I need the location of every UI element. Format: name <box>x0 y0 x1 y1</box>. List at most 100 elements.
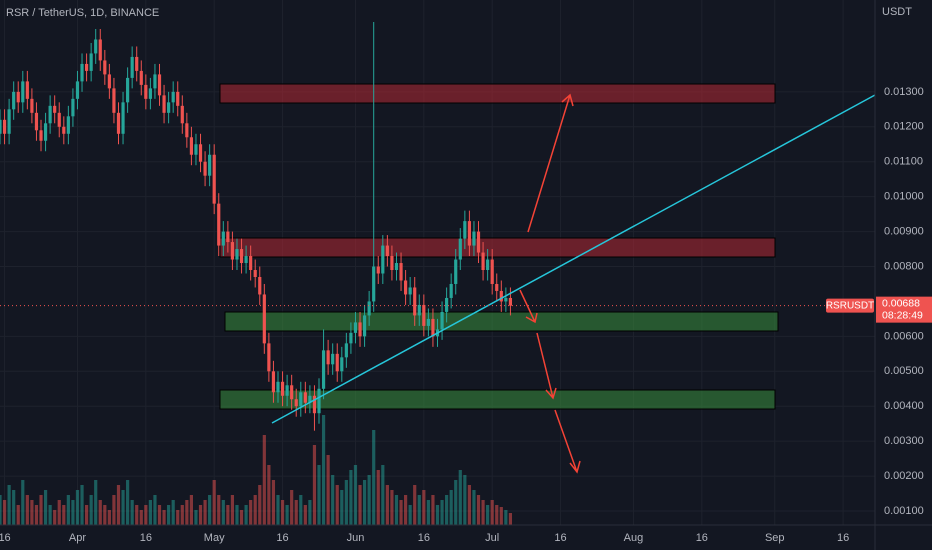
candle-body <box>80 63 84 82</box>
volume-bar <box>285 505 289 525</box>
volume-bar <box>331 475 335 525</box>
candle-body <box>71 98 75 117</box>
candle-body <box>135 56 139 71</box>
candle-body <box>490 259 494 284</box>
volume-bar <box>344 480 348 525</box>
volume-bar <box>171 500 175 525</box>
drawings <box>271 93 876 474</box>
volume-bar <box>508 513 513 525</box>
volume-bar <box>57 500 61 525</box>
x-tick-label: 16 <box>554 532 566 544</box>
volume-bar <box>48 505 52 525</box>
volume-bar <box>340 490 344 525</box>
countdown-label: 08:28:49 <box>882 309 923 321</box>
candle-body <box>7 109 11 134</box>
support-zone <box>224 311 779 332</box>
y-tick-label: 0.00200 <box>884 470 924 482</box>
candle-body <box>426 318 430 326</box>
volume-bar <box>258 485 262 525</box>
volume-bar <box>449 490 453 525</box>
candle-body <box>43 123 48 141</box>
candle-body <box>445 297 449 312</box>
candle-body <box>331 353 335 365</box>
volume-bar <box>139 510 143 525</box>
volume-bar <box>362 480 367 525</box>
candle-body <box>12 91 16 110</box>
volume-bar <box>16 505 20 525</box>
volume-bar <box>7 485 11 525</box>
volume-bar <box>413 485 417 525</box>
x-tick-label: 16 <box>140 532 152 544</box>
volume-bar <box>458 470 462 525</box>
y-tick-label: 0.00500 <box>884 365 924 377</box>
x-tick-label: Jul <box>485 532 499 544</box>
y-tick-label: 0.00600 <box>884 330 924 342</box>
candle-body <box>481 252 485 271</box>
candle-body <box>294 399 298 407</box>
volume-bar <box>203 500 207 525</box>
candle-body <box>116 112 121 134</box>
candle-body <box>53 105 57 113</box>
candle-body <box>486 259 490 271</box>
volume-bar <box>198 505 203 525</box>
candle-body <box>217 203 221 246</box>
volume-bar <box>404 495 408 525</box>
candle-body <box>508 297 513 306</box>
x-tick-label: Apr <box>69 532 86 544</box>
y-tick-label: 0.00900 <box>884 225 924 237</box>
volume-bar <box>294 500 298 525</box>
candle-body <box>98 39 102 61</box>
candle-body <box>103 60 107 75</box>
chart-title: RSR / TetherUS, 1D, BINANCE <box>6 7 159 19</box>
y-tick-label: 0.00400 <box>884 400 924 412</box>
candle-body <box>107 74 111 89</box>
volume-bar <box>372 430 376 525</box>
volume-bar <box>30 500 34 525</box>
candle-body <box>262 294 266 344</box>
volume-bar <box>417 495 421 525</box>
x-tick-label: Sep <box>765 532 785 544</box>
candle-body <box>21 81 25 103</box>
x-tick-label: 16 <box>0 532 11 544</box>
candle-body <box>212 154 216 204</box>
candle-body <box>2 119 7 134</box>
volume-bar <box>271 480 276 525</box>
candle-body <box>454 259 458 284</box>
volume-bar <box>230 495 235 525</box>
volume-bar <box>221 500 225 525</box>
candle-body <box>62 126 66 134</box>
candle-body <box>75 81 80 99</box>
volume-bar <box>353 465 358 525</box>
y-tick-label: 0.01000 <box>884 191 924 203</box>
volume-bar <box>21 480 25 525</box>
volume-bar <box>335 485 339 525</box>
candle-body <box>472 231 476 246</box>
price-tag <box>876 296 932 323</box>
x-tick-label: 16 <box>418 532 430 544</box>
candle-body <box>476 231 481 253</box>
candle-body <box>84 63 89 71</box>
candle-body <box>16 91 20 103</box>
volume-bar <box>75 490 80 525</box>
volume-bar <box>422 490 426 525</box>
candle-body <box>385 245 389 257</box>
volume-bar <box>454 480 458 525</box>
candle-body <box>344 343 348 358</box>
candle-body <box>467 221 471 246</box>
candle-body <box>139 70 143 85</box>
x-tick-label: 16 <box>837 532 849 544</box>
volume-bar <box>148 500 152 525</box>
volume-bar <box>157 505 162 525</box>
volume-bar <box>98 500 102 525</box>
volume-bar <box>303 505 307 525</box>
candle-body <box>66 116 70 134</box>
volume-bar <box>89 495 93 525</box>
candle-body <box>244 256 248 264</box>
volume-bar <box>312 445 317 525</box>
volume-bar <box>481 500 485 525</box>
candle-body <box>258 276 262 295</box>
candle-body <box>349 332 353 344</box>
y-tick-label: 0.01200 <box>884 121 924 133</box>
volume-bar <box>262 435 266 525</box>
volume-bar <box>321 415 326 525</box>
